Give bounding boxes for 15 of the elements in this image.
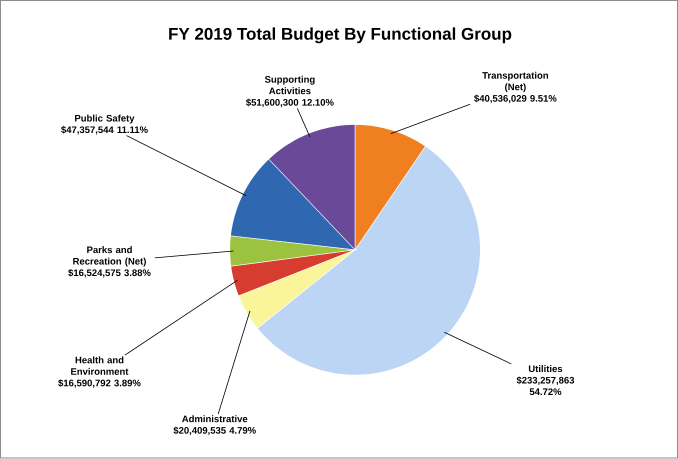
- slice-label: Parks and Recreation (Net): [73, 246, 146, 267]
- data-label: $20,409,535 4.79%: [173, 426, 256, 436]
- slice-label: Public Safety: [75, 114, 134, 124]
- slice-label: Administrative: [182, 416, 248, 422]
- data-label: $40,536,029 9.51%: [474, 94, 557, 104]
- slice-label: Utilities: [528, 365, 562, 372]
- data-label: $47,357,544 11.11%: [61, 126, 148, 135]
- slice-label: Transportation (Net): [482, 72, 548, 92]
- data-label: $16,590,792 3.89%: [58, 379, 141, 388]
- chart-title: FY 2019 Total Budget By Functional Group: [169, 28, 512, 44]
- slice-label: Health and Environment: [71, 356, 128, 376]
- data-label: $233,257,863 54.72%: [516, 376, 574, 396]
- slice-label: Supporting Activities: [264, 76, 315, 94]
- data-label: $16,524,575 3.88%: [68, 269, 151, 278]
- data-label: $51,600,300 12.10%: [246, 98, 334, 108]
